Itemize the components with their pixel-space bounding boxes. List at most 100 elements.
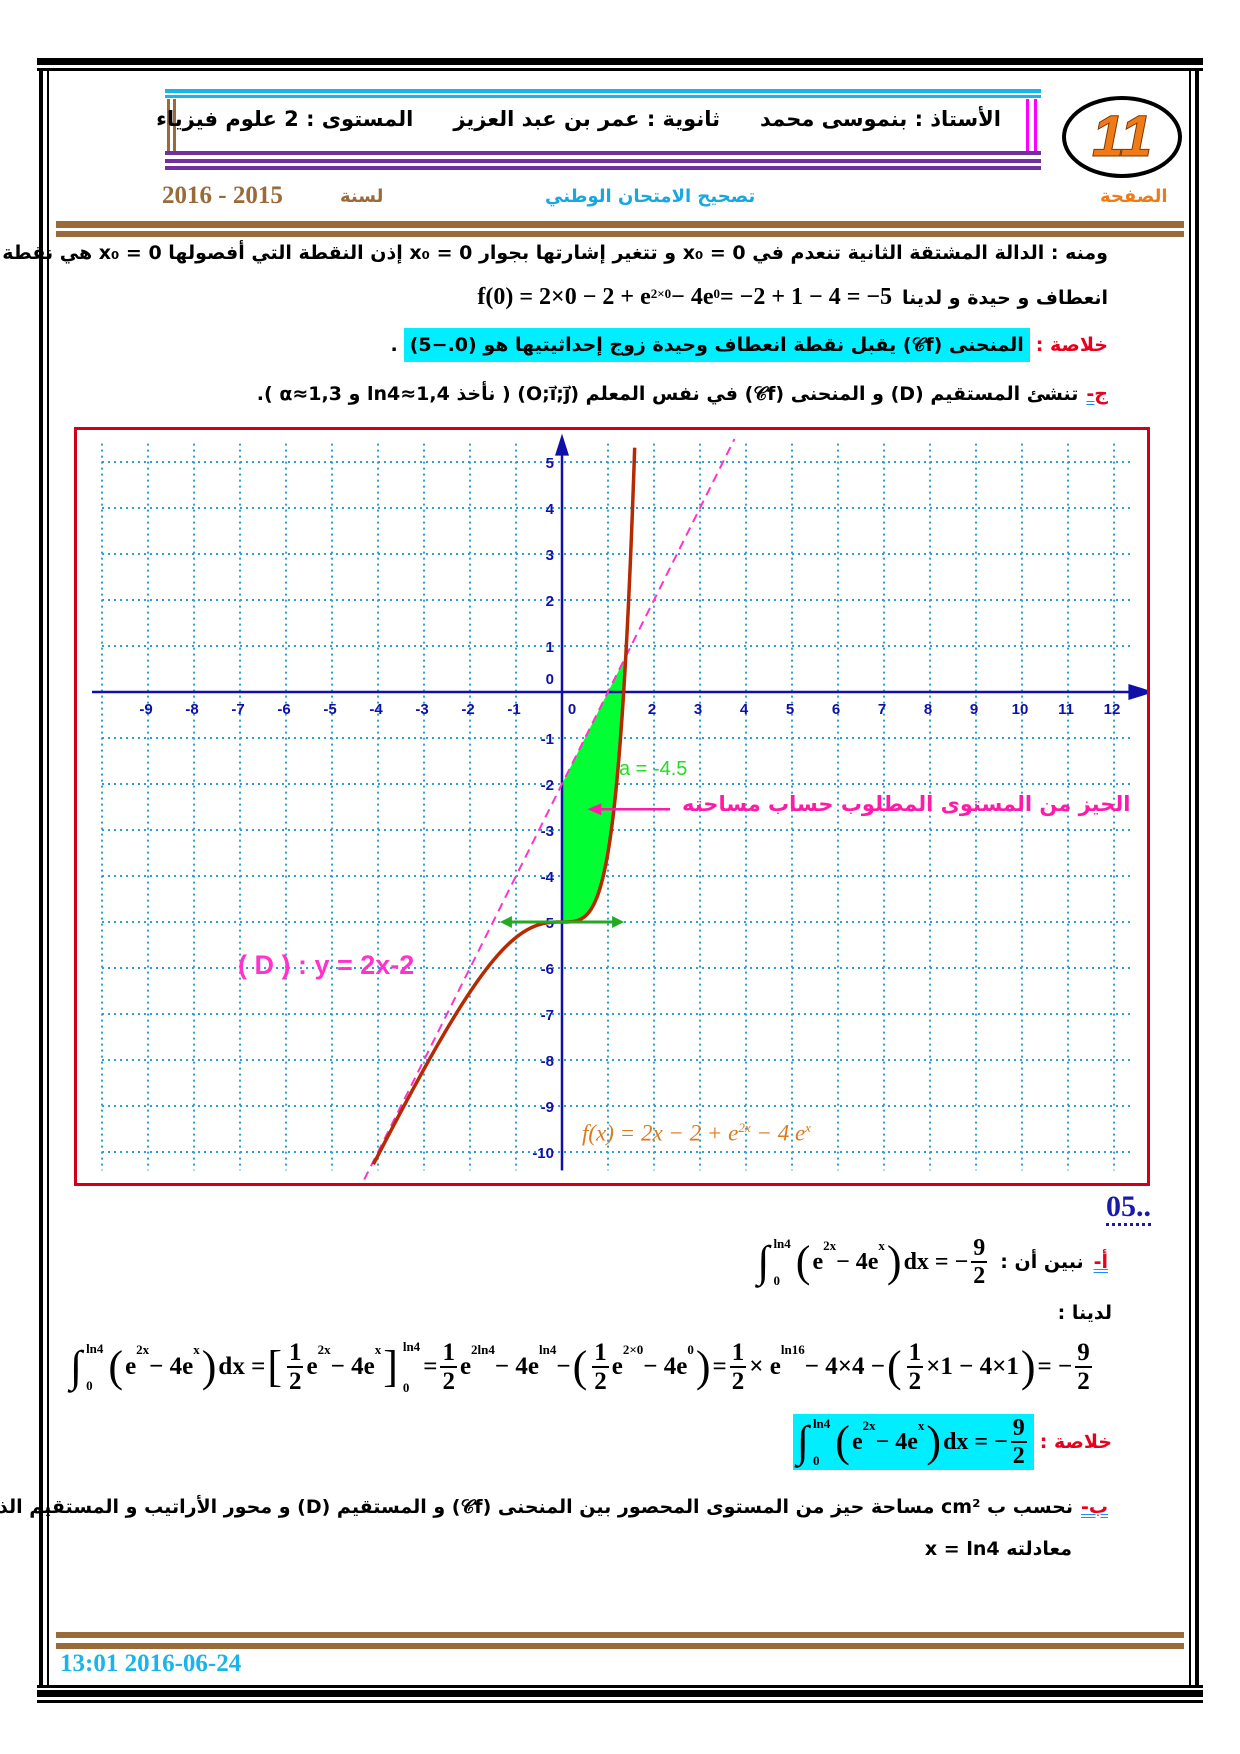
- lower-limit: 0: [812, 1453, 820, 1468]
- exercise-number: 05..: [1106, 1190, 1151, 1226]
- y-axis-arrow-icon: [555, 433, 569, 456]
- x-tick-label: 2: [648, 701, 656, 718]
- bracket: ]: [383, 1342, 398, 1391]
- line-2-text: انعطاف و حيدة و لدينا: [902, 286, 1108, 309]
- y-tick-label: 1: [546, 639, 554, 656]
- y-tick-label: -9: [541, 1099, 554, 1116]
- bracket: ): [695, 1342, 711, 1391]
- teacher-name: الأستاذ : بنموسى محمد: [760, 107, 1001, 131]
- formula-exponent: 2×0: [650, 286, 672, 301]
- summary-highlight: المنحنى (𝒞f) يقبل نقطة انعطاف وحيدة زوج …: [403, 328, 1030, 362]
- line-d-label: ( D ) : y = 2x-2: [238, 950, 415, 980]
- x-tick-label: -7: [231, 701, 244, 718]
- formula-text: − 4e: [671, 284, 714, 310]
- denominator: 2: [442, 1368, 455, 1395]
- y-tick-label: -8: [541, 1053, 554, 1070]
- frame-top-thin: [37, 68, 1203, 71]
- x-tick-label: -8: [185, 701, 198, 718]
- frame-left: [39, 68, 43, 1685]
- curve-equation-label: f(x) = 2x − 2 + e2x − 4 ex: [582, 1120, 811, 1147]
- function-graph: -9 -8 -7 -6 -5 -4 -3 -2 -1 0 2 3 4 5 6 7 8 9 10 11 12543210-…: [92, 433, 1147, 1181]
- bracket: ): [926, 1417, 942, 1466]
- region-annotation: الحيز من المستوى المطلوب حساب مساحته: [682, 792, 1131, 816]
- formula-text: = −: [1037, 1353, 1073, 1380]
- bracket: (: [795, 1237, 811, 1286]
- bracket: ): [1020, 1342, 1036, 1391]
- x-tick-label: 0: [568, 701, 576, 718]
- x-tick-label: 5: [786, 701, 794, 718]
- formula-text: − 4×4 −: [804, 1353, 885, 1380]
- x-tick-label: -3: [415, 701, 428, 718]
- evaluation-limits: ln4 0: [403, 1340, 420, 1394]
- y-tick-label: -2: [541, 777, 554, 794]
- integral-limits: ln4 0: [773, 1237, 790, 1287]
- formula-exponent: 0: [713, 286, 720, 301]
- integral-limits: ln4 0: [86, 1342, 103, 1392]
- curve-label-b: 2x: [738, 1120, 751, 1135]
- header-divider: [56, 221, 1184, 228]
- paragraph-line-1: ومنه : الدالة المشتقة الثانية تنعدم في x…: [2, 242, 1108, 264]
- page-number-badge: 11: [1062, 96, 1182, 178]
- footer-divider: [56, 1632, 1184, 1638]
- formula-text: dx =: [218, 1353, 266, 1380]
- formula-text: ×1 − 4×1: [926, 1353, 1019, 1380]
- numerator: 1: [906, 1339, 924, 1368]
- page-number: 11: [1091, 104, 1153, 169]
- x-tick-label: -9: [139, 701, 152, 718]
- y-tick-label: -10: [532, 1145, 554, 1162]
- item-a-formula: ∫ ln4 0 (e 2x − 4e x) dx = −9 2: [757, 1236, 990, 1288]
- bracket: (: [108, 1342, 124, 1391]
- x-tick-label: 11: [1058, 701, 1074, 718]
- bracket: (: [572, 1342, 588, 1391]
- formula-text: × e: [749, 1353, 781, 1380]
- formula-exponent: ln16: [780, 1342, 805, 1357]
- numerator: 1: [729, 1339, 747, 1368]
- formula-exponent: x: [374, 1342, 382, 1357]
- exercise-summary-label: خلاصة :: [1039, 1431, 1112, 1453]
- formula-exponent: x: [878, 1238, 885, 1253]
- lower-limit: 0: [773, 1273, 780, 1288]
- x-tick-label: 12: [1104, 701, 1121, 718]
- upper-limit: ln4: [812, 1416, 831, 1431]
- curve-label-d: x: [805, 1120, 811, 1135]
- y-tick-label: -4: [541, 869, 555, 886]
- x-tick-label: 10: [1012, 701, 1029, 718]
- frame-bottom-line: [37, 1700, 1203, 1703]
- formula-text: − 4e: [494, 1353, 539, 1380]
- summary-line: خلاصة : المنحنى (𝒞f) يقبل نقطة انعطاف وح…: [391, 328, 1108, 362]
- x-tick-label: 9: [970, 701, 978, 718]
- frame-right-inner: [1189, 68, 1191, 1685]
- item-c-label: ج-: [1086, 383, 1108, 405]
- formula-text: = −2 + 1 − 4 = −5: [719, 284, 893, 310]
- formula-exponent: 2x: [862, 1418, 876, 1433]
- formula-text: e: [125, 1353, 137, 1380]
- formula-text: e: [812, 1248, 824, 1275]
- upper-limit: ln4: [402, 1339, 421, 1354]
- y-tick-label: 5: [546, 455, 554, 472]
- year-label: لسنة: [340, 186, 384, 207]
- x-tick-label: 6: [832, 701, 840, 718]
- document-title: تصحيح الامتحان الوطني: [545, 186, 756, 207]
- y-tick-label: -1: [541, 731, 554, 748]
- x-tick-label: -5: [323, 701, 336, 718]
- formula-text: −: [556, 1353, 571, 1380]
- area-region: [562, 656, 626, 922]
- formula-text: e: [611, 1353, 623, 1380]
- school-name: ثانوية : عمر بن عبد العزيز: [453, 107, 720, 131]
- item-b-line-2: معادلته x = ln4: [924, 1538, 1072, 1560]
- x-tick-label: 8: [924, 701, 932, 718]
- long-integral-formula: ∫ ln4 0(e 2x − 4e x) dx = [1 2 e 2x − 4e x] ln4 0 =…: [70, 1340, 1095, 1394]
- y-tick-label: 2: [546, 593, 554, 610]
- exercise-summary-line: خلاصة : ∫ ln4 0 (e 2x − 4e x) dx = −9 2: [792, 1414, 1112, 1470]
- graph-frame: -9 -8 -7 -6 -5 -4 -3 -2 -1 0 2 3 4 5 6 7 8 9 10 11 12 5 4 3 2 1 0-…: [74, 427, 1150, 1186]
- formula-exponent: x: [193, 1342, 200, 1357]
- formula-text: =: [712, 1353, 727, 1380]
- bracket: ): [886, 1237, 902, 1286]
- paragraph-line-2: انعطاف و حيدة و لدينا f(0) = 2×0 − 2 + e…: [477, 284, 1108, 311]
- formula-text: − 4e: [836, 1248, 879, 1275]
- integral-symbol: ∫: [70, 1342, 83, 1391]
- formula-text: =: [423, 1353, 438, 1380]
